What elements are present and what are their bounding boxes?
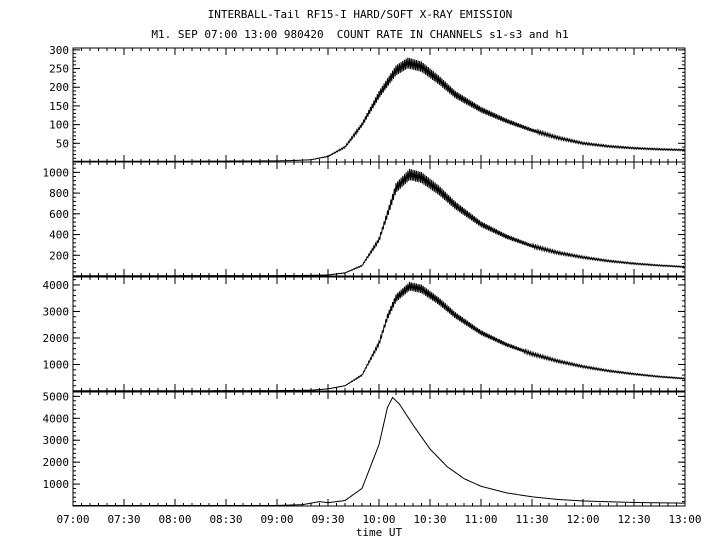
panel-2-ytick-label: 1000 <box>43 166 70 179</box>
panel-2-ytick-label: 800 <box>49 187 69 200</box>
xtick-label: 08:30 <box>209 513 242 526</box>
panel-4-ytick-label: 2000 <box>43 456 70 469</box>
panel-3-ytick-label: 3000 <box>43 305 70 318</box>
panel-4-ytick-label: 3000 <box>43 434 70 447</box>
panel-3-frame <box>72 276 686 392</box>
chart-subtitle: M1. SEP 07:00 13:00 980420 COUNT RATE IN… <box>151 28 569 41</box>
panel-3-ytick-label: 4000 <box>43 279 70 292</box>
panel-2-ytick-label: 600 <box>49 208 69 221</box>
xtick-label: 12:30 <box>617 513 650 526</box>
xtick-label: 08:00 <box>158 513 191 526</box>
panel-2-ytick-label: 200 <box>49 249 69 262</box>
xtick-label: 10:30 <box>413 513 446 526</box>
xtick-label: 12:00 <box>566 513 599 526</box>
panel-4-series-line <box>73 396 686 507</box>
panel-4-ytick-label: 1000 <box>43 478 70 491</box>
panel-3-ytick-label: 2000 <box>43 332 70 345</box>
panel-1-ytick-label: 300 <box>49 44 69 57</box>
panel-3-series-line <box>73 281 686 392</box>
xtick-label: 07:00 <box>56 513 89 526</box>
xtick-label: 13:00 <box>668 513 701 526</box>
xtick-label: 09:00 <box>260 513 293 526</box>
panel-2-series-line <box>73 168 686 277</box>
x-axis-label: time UT <box>356 526 403 539</box>
panel-1-ytick-label: 200 <box>49 81 69 94</box>
panel-4-ytick-label: 4000 <box>43 412 70 425</box>
xtick-label: 07:30 <box>107 513 140 526</box>
panel-4-ytick-label: 5000 <box>43 390 70 403</box>
xtick-label: 11:30 <box>515 513 548 526</box>
panel-3-ytick-label: 1000 <box>43 358 70 371</box>
xtick-label: 09:30 <box>311 513 344 526</box>
panel-1-series-line <box>73 57 686 162</box>
chart-title: INTERBALL-Tail RF15-I HARD/SOFT X-RAY EM… <box>207 8 513 21</box>
panel-2-ytick-label: 400 <box>49 229 69 242</box>
xtick-label: 10:00 <box>362 513 395 526</box>
panel-4-frame <box>72 391 686 507</box>
panel-1-ytick-label: 150 <box>49 100 69 113</box>
panel-1-ytick-label: 250 <box>49 63 69 76</box>
panel-1-frame <box>72 47 686 163</box>
panel-1-ytick-label: 100 <box>49 119 69 132</box>
xtick-label: 11:00 <box>464 513 497 526</box>
panel-1-ytick-label: 50 <box>56 137 69 150</box>
